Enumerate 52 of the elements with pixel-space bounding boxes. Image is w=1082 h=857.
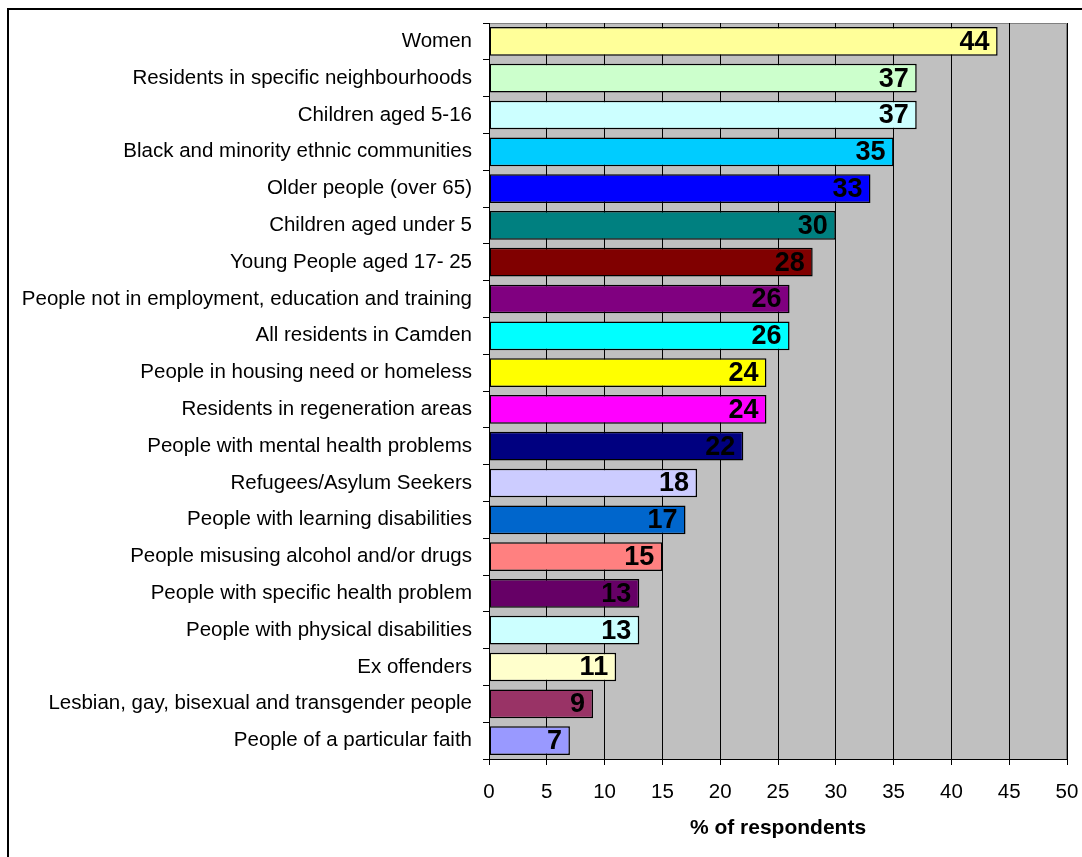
y-tick-label: Black and minority ethnic communities: [123, 138, 472, 162]
x-tick-label: 10: [593, 778, 617, 802]
data-label: 17: [647, 504, 678, 535]
data-label: 44: [959, 25, 990, 56]
x-tick-label: 15: [650, 778, 674, 802]
y-tick-label: People not in employment, education and training: [21, 285, 472, 309]
data-label: 26: [751, 320, 782, 351]
data-label: 15: [624, 541, 655, 572]
data-label: 13: [601, 577, 632, 608]
data-label: 33: [832, 173, 863, 204]
y-tick-label: All residents in Camden: [255, 322, 472, 346]
data-label: 7: [546, 725, 562, 756]
y-tick-label: Women: [401, 28, 472, 52]
x-tick-label: 0: [483, 778, 495, 802]
data-label: 22: [705, 430, 736, 461]
y-tick-label: People with mental health problems: [147, 432, 472, 456]
data-label: 37: [878, 62, 909, 93]
x-axis-title: % of respondents: [689, 815, 867, 839]
data-label: 35: [855, 136, 886, 167]
x-tick-label: 45: [997, 778, 1021, 802]
data-label: 30: [797, 209, 828, 240]
y-tick-label: Children aged 5-16: [297, 101, 472, 125]
x-tick-label: 25: [766, 778, 790, 802]
x-tick-label: 5: [541, 778, 553, 802]
x-tick-label: 35: [882, 778, 906, 802]
x-tick-label: 40: [939, 778, 963, 802]
x-tick-label: 50: [1055, 778, 1079, 802]
data-label: 24: [728, 393, 759, 424]
data-label: 13: [601, 614, 632, 645]
x-tick-label: 30: [824, 778, 848, 802]
data-label: 24: [728, 357, 759, 388]
data-label: 28: [774, 246, 805, 277]
y-tick-label: People of a particular faith: [233, 727, 472, 751]
y-tick-label: People in housing need or homeless: [140, 359, 472, 383]
y-tick-label: People with learning disabilities: [187, 506, 472, 530]
y-tick-label: People with physical disabilities: [185, 616, 472, 640]
y-tick-label: Residents in regeneration areas: [181, 396, 472, 420]
y-tick-label: Older people (over 65): [266, 175, 472, 199]
y-tick-label: People misusing alcohol and/or drugs: [130, 543, 472, 567]
y-tick-label: Residents in specific neighbourhoods: [132, 64, 472, 88]
data-label: 18: [659, 467, 690, 498]
y-tick-label: Lesbian, gay, bisexual and transgender people: [48, 690, 472, 714]
data-label: 37: [878, 99, 909, 130]
data-label: 9: [570, 688, 586, 719]
y-tick-label: Ex offenders: [357, 653, 472, 677]
y-tick-label: Children aged under 5: [269, 212, 472, 236]
y-tick-label: Young People aged 17- 25: [229, 248, 472, 272]
data-label: 11: [579, 651, 609, 682]
y-tick-label: Refugees/Asylum Seekers: [230, 469, 472, 493]
y-tick-label: People with specific health problem: [150, 580, 472, 604]
x-tick-label: 20: [708, 778, 732, 802]
data-label: 26: [751, 283, 782, 314]
